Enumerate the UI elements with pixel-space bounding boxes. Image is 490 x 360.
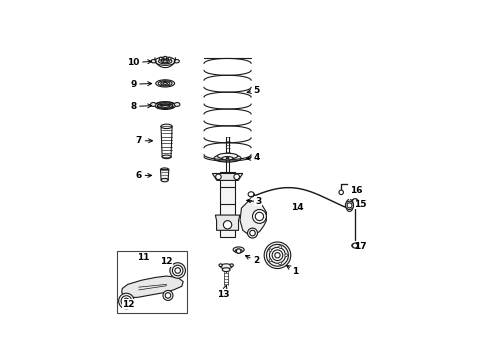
Circle shape: [345, 201, 354, 210]
Ellipse shape: [217, 153, 238, 159]
Circle shape: [170, 263, 185, 278]
Text: 8: 8: [130, 102, 151, 111]
Ellipse shape: [220, 264, 232, 269]
Polygon shape: [161, 170, 169, 180]
Ellipse shape: [163, 60, 168, 62]
Circle shape: [164, 57, 167, 59]
Circle shape: [123, 298, 129, 304]
Text: 1: 1: [287, 266, 298, 275]
Polygon shape: [240, 201, 267, 234]
Circle shape: [163, 291, 173, 301]
Ellipse shape: [161, 168, 169, 171]
Circle shape: [237, 249, 241, 253]
Ellipse shape: [226, 158, 229, 159]
Circle shape: [353, 243, 358, 248]
Circle shape: [172, 265, 183, 276]
Ellipse shape: [161, 59, 170, 63]
Circle shape: [353, 199, 358, 204]
Ellipse shape: [214, 154, 241, 162]
Text: 5: 5: [247, 86, 260, 95]
Ellipse shape: [161, 104, 170, 107]
Circle shape: [247, 228, 258, 238]
Circle shape: [275, 253, 280, 258]
Ellipse shape: [159, 59, 172, 64]
Circle shape: [339, 190, 343, 194]
Circle shape: [267, 244, 289, 266]
Circle shape: [279, 262, 281, 265]
Polygon shape: [216, 215, 240, 230]
Ellipse shape: [222, 157, 233, 160]
Circle shape: [269, 249, 272, 252]
Text: 12: 12: [160, 257, 173, 266]
Polygon shape: [122, 276, 183, 297]
Circle shape: [234, 174, 240, 180]
Ellipse shape: [233, 247, 244, 252]
Text: 9: 9: [130, 80, 151, 89]
Ellipse shape: [230, 264, 233, 267]
Polygon shape: [212, 174, 243, 180]
Text: 15: 15: [354, 200, 367, 209]
Circle shape: [250, 230, 255, 236]
Circle shape: [264, 242, 291, 269]
Ellipse shape: [161, 124, 172, 129]
Ellipse shape: [219, 264, 222, 267]
Circle shape: [279, 246, 281, 248]
Ellipse shape: [155, 57, 175, 66]
Circle shape: [223, 221, 232, 229]
Circle shape: [159, 57, 162, 60]
Circle shape: [175, 268, 180, 273]
Ellipse shape: [352, 243, 358, 248]
Ellipse shape: [174, 103, 180, 107]
Ellipse shape: [235, 249, 242, 253]
Ellipse shape: [158, 81, 172, 86]
Circle shape: [347, 203, 352, 208]
Ellipse shape: [161, 179, 168, 182]
Ellipse shape: [163, 82, 168, 84]
Circle shape: [165, 293, 171, 298]
Circle shape: [255, 212, 264, 221]
Ellipse shape: [155, 102, 175, 109]
Text: 3: 3: [246, 197, 261, 206]
Ellipse shape: [158, 103, 173, 108]
Text: 11: 11: [137, 253, 149, 262]
Bar: [220, 172, 235, 237]
Circle shape: [119, 293, 134, 309]
Ellipse shape: [222, 268, 230, 271]
Circle shape: [270, 247, 286, 263]
Ellipse shape: [352, 199, 358, 203]
Circle shape: [168, 57, 171, 60]
Text: 2: 2: [245, 256, 259, 265]
Text: 17: 17: [354, 242, 367, 251]
Circle shape: [121, 296, 132, 306]
Text: 10: 10: [127, 58, 151, 67]
Ellipse shape: [151, 59, 156, 63]
Circle shape: [252, 210, 267, 223]
Text: 6: 6: [136, 171, 151, 180]
Ellipse shape: [161, 82, 170, 85]
Circle shape: [269, 259, 272, 262]
Circle shape: [285, 254, 288, 257]
Bar: [117, 251, 187, 314]
Text: 7: 7: [136, 136, 152, 145]
Text: 12: 12: [122, 300, 135, 309]
Text: 4: 4: [246, 153, 260, 162]
Ellipse shape: [162, 155, 171, 159]
Circle shape: [216, 174, 221, 180]
Text: 16: 16: [350, 186, 362, 195]
Ellipse shape: [156, 80, 174, 87]
Ellipse shape: [174, 59, 179, 63]
Text: 13: 13: [217, 285, 230, 298]
Circle shape: [272, 250, 283, 261]
Ellipse shape: [150, 103, 156, 107]
Text: 14: 14: [291, 203, 303, 212]
